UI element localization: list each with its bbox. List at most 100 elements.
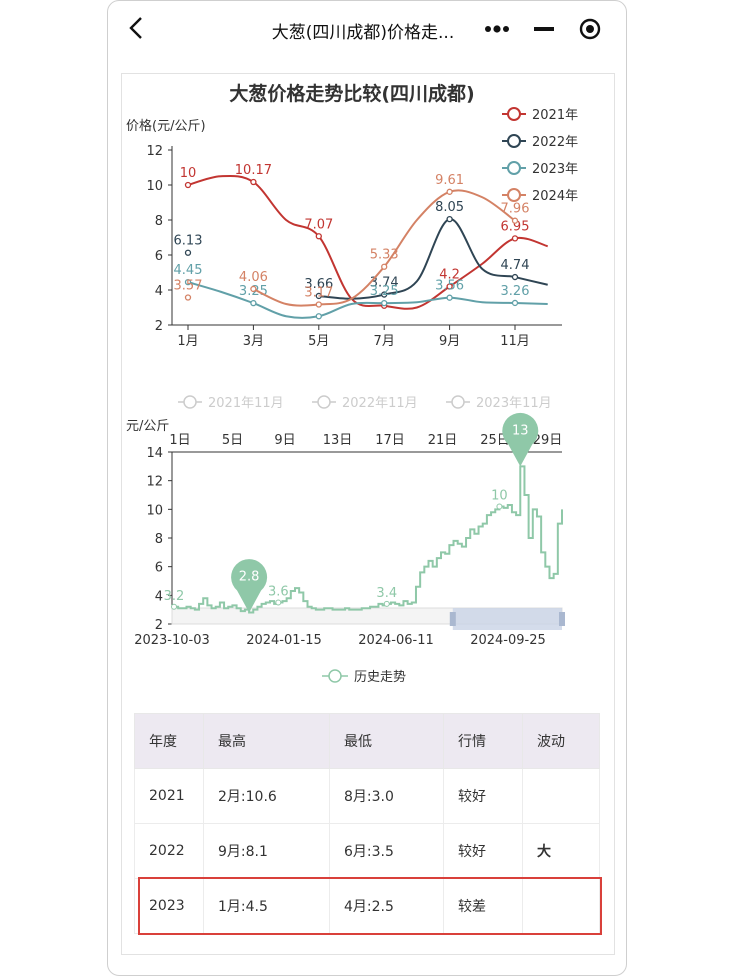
data-point — [275, 599, 282, 606]
y-tick-label: 6 — [155, 561, 163, 576]
legend-marker — [328, 669, 342, 683]
data-point — [381, 263, 388, 270]
x-tick-label: 7月 — [374, 334, 395, 349]
table-row: 2021 2月:10.6 8月:3.0 较好 — [134, 768, 600, 824]
y-tick-label: 4 — [155, 284, 163, 299]
bottom-x-tick-label: 2024-09-25 — [470, 633, 546, 648]
y-tick-label: 12 — [146, 144, 163, 159]
x-tick-label: 9月 — [439, 334, 460, 349]
pin-marker — [231, 559, 268, 613]
top-x-tick-label: 21日 — [428, 433, 458, 448]
data-label: 3.25 — [370, 284, 399, 299]
y-tick-label: 12 — [146, 475, 163, 490]
cell-low: 8月:3.0 — [329, 768, 444, 824]
faded-legend-label: 2021年11月 — [208, 396, 284, 411]
data-label: 10.17 — [235, 163, 272, 178]
x-tick-label: 11月 — [500, 334, 530, 349]
cell-volatility — [522, 768, 600, 824]
phone-frame: 大葱(四川成都)价格走... 大葱价格走势比较(四川成都) 价格(元/公斤) 2 4 6… — [107, 0, 627, 976]
faded-legend-marker — [451, 395, 465, 409]
data-label: 3.17 — [304, 286, 333, 301]
legend-label: 2024年 — [532, 189, 578, 204]
faded-legend-marker — [317, 395, 331, 409]
top-x-tick-label: 13日 — [323, 433, 353, 448]
data-point — [184, 278, 192, 286]
y-tick-label: 8 — [155, 532, 163, 547]
minus-icon[interactable] — [524, 13, 564, 45]
data-label: 4.2 — [439, 268, 460, 283]
data-label: 9.61 — [435, 173, 464, 188]
data-point — [446, 294, 453, 301]
legend-label: 2021年 — [532, 108, 578, 123]
header-volatility: 波动 — [522, 713, 600, 769]
pin-label: 2.8 — [239, 570, 260, 585]
data-point — [315, 292, 322, 300]
data-point — [315, 301, 322, 308]
top-x-tick-label: 5日 — [222, 433, 243, 448]
data-label: 4.06 — [239, 270, 268, 285]
data-point — [381, 291, 388, 298]
cell-volatility — [522, 878, 600, 934]
cell-low: 6月:3.5 — [329, 823, 444, 879]
data-label: 6.95 — [501, 219, 530, 234]
cell-trend: 较好 — [443, 768, 523, 824]
table-row: 2023 1月:4.5 4月:2.5 较差 — [134, 878, 600, 934]
pin-label: 13 — [512, 423, 529, 438]
cell-high: 2月:10.6 — [203, 768, 330, 824]
data-point — [171, 603, 177, 610]
bottom-x-tick-label: 2023-10-03 — [134, 633, 210, 648]
top-x-tick-label: 29日 — [533, 433, 563, 448]
zoom-slider-window — [452, 608, 562, 630]
top-x-tick-label: 1日 — [169, 433, 190, 448]
data-label: 3.6 — [268, 585, 289, 600]
data-label: 3.4 — [376, 586, 397, 601]
data-label: 7.07 — [304, 217, 333, 232]
pin-marker — [502, 412, 539, 467]
bottom-x-tick-label: 2024-06-11 — [358, 633, 434, 648]
zoom-handle-right — [559, 612, 565, 626]
header-low: 最低 — [329, 713, 444, 769]
data-point — [511, 273, 519, 281]
data-label: 3.26 — [501, 284, 530, 299]
data-label: 4.74 — [501, 258, 530, 273]
x-tick-label: 3月 — [243, 334, 264, 349]
cell-year: 2021 — [134, 768, 204, 824]
data-point — [184, 249, 192, 256]
data-point — [315, 313, 322, 320]
header-high: 最高 — [203, 713, 330, 769]
cell-high: 9月:8.1 — [203, 823, 330, 879]
top-x-tick-label: 9日 — [274, 433, 295, 448]
header-year: 年度 — [134, 713, 204, 769]
top-x-tick-label: 25日 — [480, 433, 510, 448]
data-label: 3.2 — [164, 589, 185, 604]
cell-year: 2022 — [134, 823, 204, 879]
data-point — [496, 503, 503, 510]
data-label: 4.45 — [174, 263, 203, 278]
data-point — [446, 188, 453, 195]
y-tick-label: 14 — [146, 446, 163, 461]
legend-marker — [507, 161, 521, 175]
data-point — [511, 299, 519, 307]
y-tick-label: 6 — [155, 249, 163, 264]
data-point — [446, 283, 453, 290]
chevron-left-icon[interactable] — [122, 13, 152, 43]
target-circle-icon[interactable] — [570, 13, 610, 45]
data-label: 7.96 — [501, 202, 530, 217]
more-dots-icon[interactable] — [474, 13, 520, 45]
y-tick-label: 2 — [155, 618, 163, 633]
page-title: 大葱(四川成都)价格走... — [271, 23, 455, 43]
data-label: 5.33 — [370, 248, 399, 263]
header-trend: 行情 — [443, 713, 523, 769]
chart-card: 大葱价格走势比较(四川成都) 价格(元/公斤) 2 4 6 8 10 12 1月 3月 5月 7月 9月… — [121, 73, 615, 955]
data-point — [511, 217, 519, 224]
data-label: 8.05 — [435, 200, 464, 215]
data-label: 10 — [491, 488, 508, 503]
legend-marker — [507, 134, 521, 148]
data-point — [381, 299, 388, 307]
data-point — [383, 600, 390, 607]
y-axis-label: 价格(元/公斤) — [126, 118, 206, 134]
data-label: 3.66 — [304, 277, 333, 292]
data-point — [184, 294, 192, 301]
y-tick-label: 2 — [155, 319, 163, 334]
